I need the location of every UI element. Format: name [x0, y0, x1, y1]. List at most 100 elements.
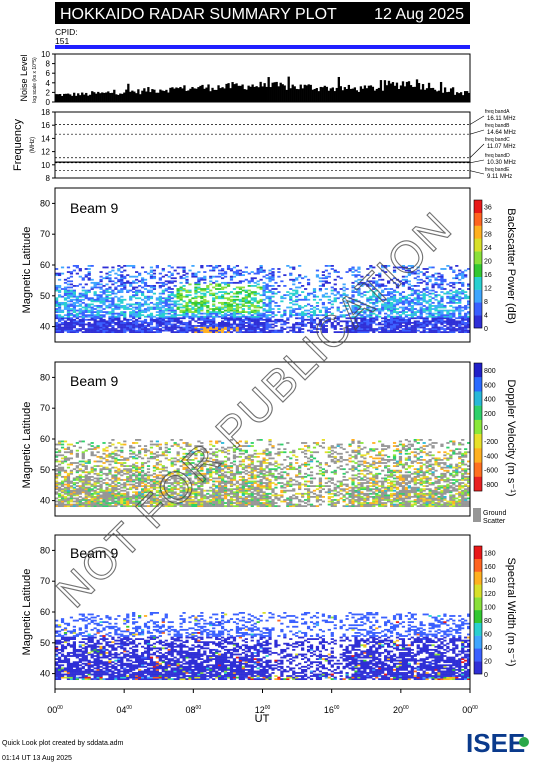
heatmap-cell: [357, 294, 361, 297]
heatmap-cell: [108, 471, 112, 474]
heatmap-cell: [140, 503, 145, 506]
heatmap-cell: [182, 271, 186, 273]
heatmap-cell: [105, 449, 109, 452]
cpid-bar: [55, 45, 470, 49]
heatmap-cell: [197, 280, 201, 283]
heatmap-cell: [241, 314, 245, 317]
heatmap-cell: [304, 275, 308, 278]
heatmap-cell: [200, 331, 204, 334]
frequency-band-pointer: [469, 143, 485, 158]
heatmap-cell: [265, 320, 269, 323]
heatmap-cell: [155, 445, 159, 447]
heatmap-cell: [96, 286, 100, 289]
heatmap-cell: [244, 289, 248, 292]
heatmap-cell: [155, 266, 159, 269]
heatmap-cell: [312, 321, 317, 324]
heatmap-cell: [336, 306, 340, 309]
heatmap-cell: [90, 451, 94, 454]
heatmap-cell: [149, 479, 154, 481]
heatmap-cell: [188, 462, 192, 464]
heatmap-cell: [461, 291, 465, 293]
heatmap-cell: [140, 495, 145, 498]
heatmap-cell: [138, 477, 142, 480]
heatmap-cell: [223, 491, 228, 494]
heatmap-cell: [238, 321, 242, 324]
heatmap-cell: [212, 300, 216, 303]
heatmap-cell: [449, 321, 453, 324]
heatmap-cell: [232, 300, 237, 303]
heatmap-cell: [422, 321, 426, 324]
heatmap-cell: [155, 323, 159, 326]
heatmap-cell: [221, 326, 225, 329]
heatmap-cell: [209, 294, 213, 297]
heatmap-cell: [84, 294, 88, 297]
heatmap-cell: [298, 329, 302, 332]
heatmap-cell: [93, 505, 97, 508]
heatmap-cell: [197, 271, 201, 273]
heatmap-cell: [173, 317, 177, 320]
heatmap-cell: [209, 463, 213, 466]
heatmap-cell: [200, 303, 204, 306]
heatmap-cell: [253, 297, 257, 300]
heatmap-cell: [443, 305, 447, 307]
heatmap-cell: [75, 298, 79, 301]
heatmap-cell: [75, 309, 79, 312]
heatmap-cell: [209, 308, 213, 310]
heatmap-cell: [81, 277, 85, 280]
heatmap-cell: [164, 486, 168, 489]
heatmap-cell: [321, 314, 325, 317]
heatmap-cell: [99, 460, 103, 463]
heatmap-cell: [265, 295, 269, 298]
heatmap-cell: [194, 281, 198, 284]
heatmap-cell: [179, 495, 183, 498]
heatmap-cell: [387, 297, 391, 300]
heatmap-cell: [218, 489, 222, 492]
heatmap-cell: [440, 274, 444, 277]
heatmap-cell: [140, 320, 145, 323]
noise-bar: [319, 86, 322, 102]
heatmap-cell: [93, 286, 97, 289]
heatmap-cell: [164, 491, 168, 494]
heatmap-cell: [392, 325, 397, 327]
heatmap-cell: [425, 323, 429, 326]
heatmap-cell: [209, 468, 213, 471]
noise-tick-label: 4: [46, 79, 51, 88]
heatmap-cell: [105, 312, 109, 315]
heatmap-cell: [152, 292, 157, 295]
heatmap-cell: [90, 468, 94, 471]
heatmap-cell: [120, 462, 124, 464]
frequency-tick-label: 16: [41, 121, 50, 130]
heatmap-cell: [292, 314, 296, 317]
heatmap-cell: [87, 477, 91, 480]
heatmap-cell: [120, 278, 124, 281]
heatmap-cell: [149, 274, 154, 277]
heatmap-cell: [419, 315, 423, 318]
heatmap-cell: [102, 499, 106, 501]
heatmap-cell: [215, 472, 219, 475]
heatmap-cell: [467, 306, 471, 309]
heatmap-cell: [138, 328, 142, 330]
heatmap-cell: [419, 312, 423, 315]
heatmap-cell: [203, 294, 207, 297]
heatmap-cell: [87, 502, 91, 504]
heatmap-cell: [185, 314, 189, 317]
heatmap-cell: [78, 325, 82, 327]
heatmap-cell: [176, 468, 180, 471]
heatmap-cell: [206, 288, 210, 290]
heatmap-cell: [126, 303, 130, 306]
heatmap-cell: [203, 323, 207, 326]
heatmap-cell: [102, 308, 106, 310]
heatmap-cell: [81, 440, 85, 443]
noise-bar: [59, 94, 62, 102]
heatmap-cell: [428, 312, 432, 315]
heatmap-cell: [321, 271, 325, 273]
heatmap-cell: [114, 495, 118, 498]
heatmap-cell: [63, 486, 68, 489]
heatmap-cell: [449, 285, 453, 287]
heatmap-cell: [173, 457, 177, 460]
heatmap-cell: [262, 323, 266, 326]
heatmap-cell: [250, 317, 254, 320]
heatmap-cell: [452, 315, 456, 318]
heatmap-cell: [75, 315, 79, 318]
heatmap-cell: [330, 323, 334, 326]
